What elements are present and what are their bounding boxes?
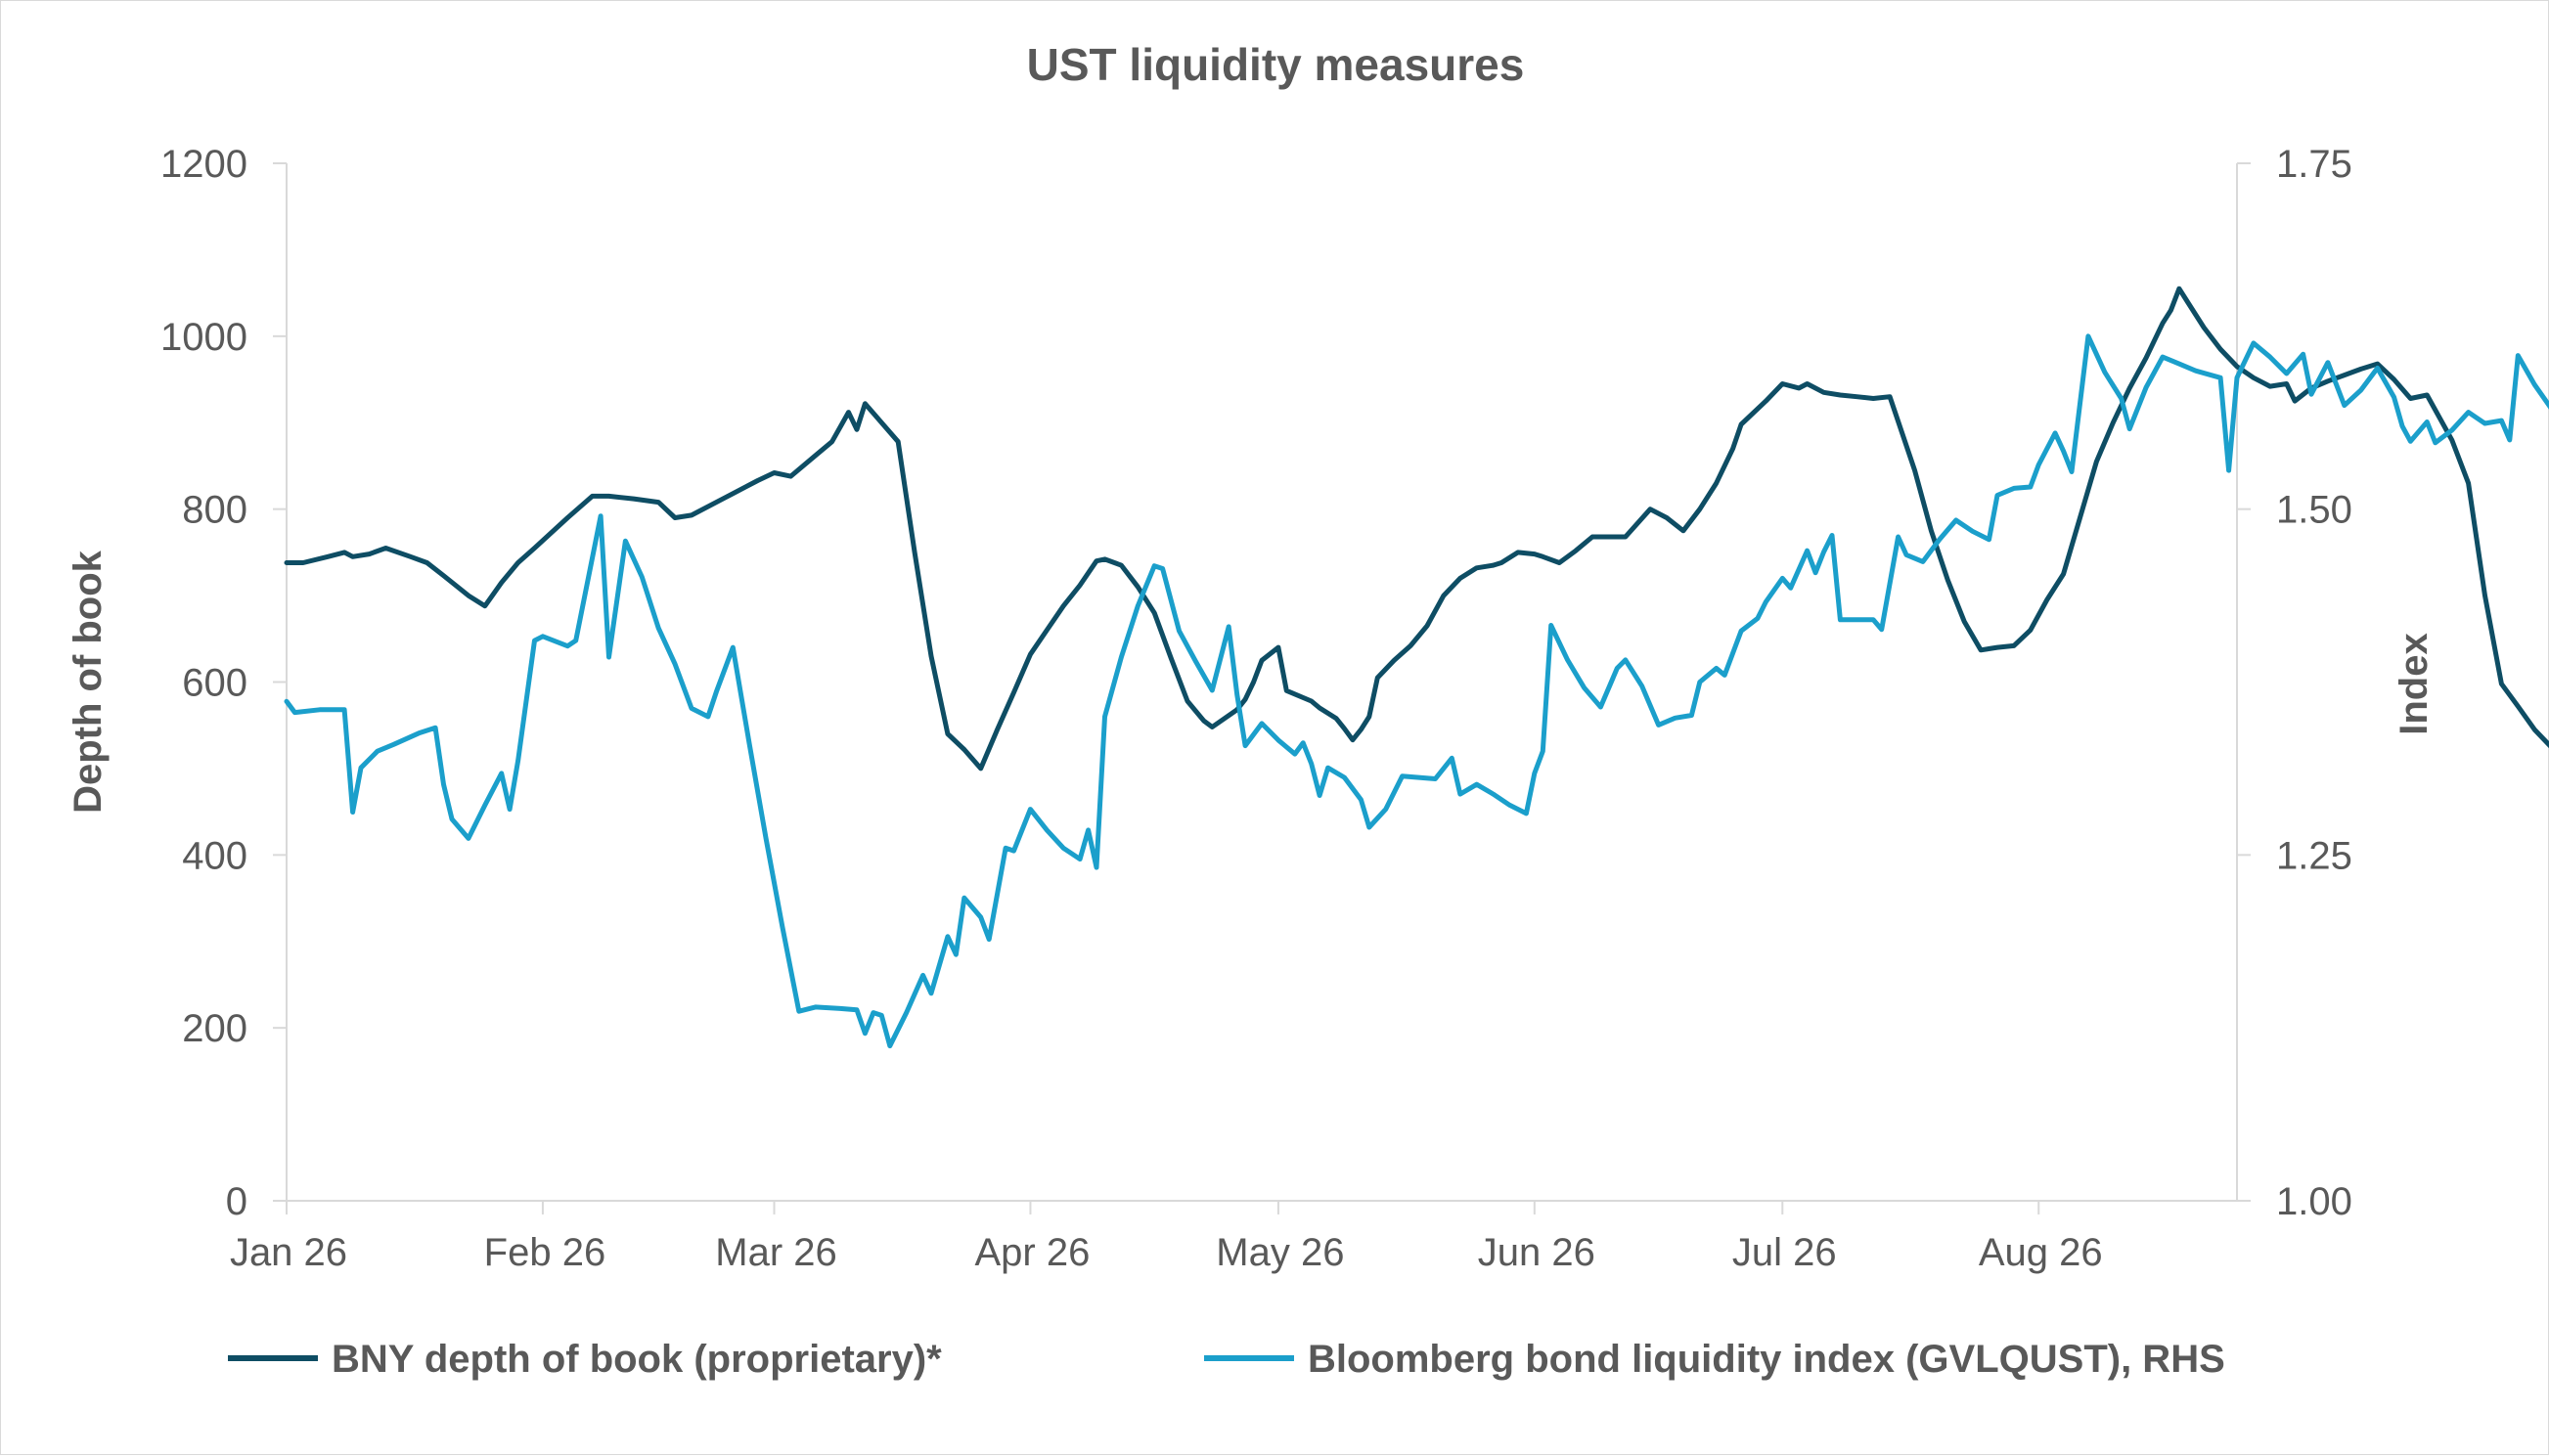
y-tick-label: 400 xyxy=(182,834,247,877)
legend: BNY depth of book (proprietary)* Bloomber… xyxy=(228,1338,2225,1381)
y-tick-label: 800 xyxy=(182,489,247,532)
chart-title: UST liquidity measures xyxy=(1026,39,1525,90)
y2-tick-label: 1.00 xyxy=(2276,1180,2352,1223)
x-tick-label: Jun 26 xyxy=(1478,1231,1595,1274)
y-tick-label: 200 xyxy=(182,1007,247,1050)
legend-label: BNY depth of book (proprietary)* xyxy=(332,1338,942,1381)
x-tick-label: Mar 26 xyxy=(715,1231,837,1274)
axes-layer: 0 200 400 600 800 1000 1200 1.00 1.25 1.50 1.75 Jan… xyxy=(67,143,2436,1274)
y2-tick-label: 1.75 xyxy=(2276,143,2352,186)
y-axis-title: Depth of book xyxy=(67,550,110,814)
series-layer xyxy=(284,286,2549,1049)
y-tick-label: 1000 xyxy=(160,316,247,359)
legend-label: Bloomberg bond liquidity index (GVLQUST)… xyxy=(1308,1338,2225,1381)
x-tick-label: May 26 xyxy=(1216,1231,1344,1274)
y-tick-label: 600 xyxy=(182,662,247,705)
y2-axis-title: Index xyxy=(2392,633,2436,734)
series-line-bny-depth xyxy=(284,286,2549,772)
x-tick-label: Jul 26 xyxy=(1732,1231,1837,1274)
y2-tick-label: 1.25 xyxy=(2276,834,2352,877)
series-line-bloomberg-index xyxy=(284,333,2549,1049)
y-tick-label: 0 xyxy=(226,1180,247,1223)
y2-tick-label: 1.50 xyxy=(2276,489,2352,532)
x-tick-label: Aug 26 xyxy=(1979,1231,2103,1274)
y-tick-label: 1200 xyxy=(160,143,247,186)
x-tick-label: Feb 26 xyxy=(484,1231,606,1274)
x-tick-label: Jan 26 xyxy=(230,1231,347,1274)
x-tick-label: Apr 26 xyxy=(974,1231,1090,1274)
